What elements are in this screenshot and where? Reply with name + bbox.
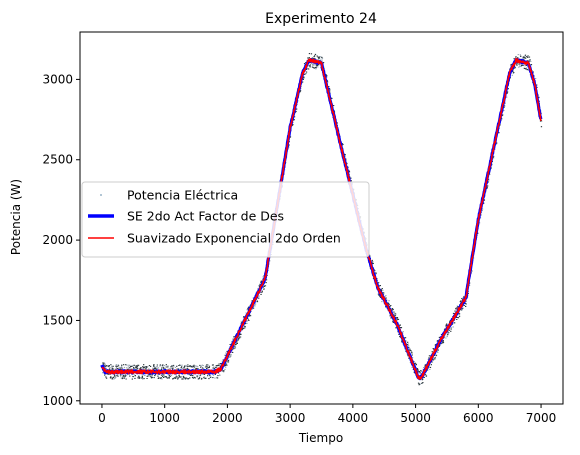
x-tick-label: 0 xyxy=(98,411,106,425)
x-tick-label: 3000 xyxy=(275,411,306,425)
legend-marker-scatter xyxy=(100,194,102,196)
x-axis-label: Tiempo xyxy=(298,431,343,445)
y-tick-label: 2500 xyxy=(42,153,73,167)
legend: Potencia Eléctrica SE 2do Act Factor de D… xyxy=(81,181,370,258)
legend-label: SE 2do Act Factor de Des xyxy=(127,209,284,224)
lines-layer xyxy=(100,57,543,381)
x-tick-label: 2000 xyxy=(212,411,243,425)
y-axis-label: Potencia (W) xyxy=(9,179,23,255)
y-tick-label: 1000 xyxy=(42,394,73,408)
x-tick-label: 6000 xyxy=(463,411,494,425)
legend-box xyxy=(81,181,370,258)
plot-frame xyxy=(79,31,564,405)
x-tick-label: 5000 xyxy=(400,411,431,425)
legend-label: Suavizado Exponencial 2do Orden xyxy=(127,231,341,246)
x-tick-label: 7000 xyxy=(526,411,557,425)
chart-title: Experimento 24 xyxy=(265,11,377,27)
y-axis: 1000 1500 2000 2500 3000 xyxy=(42,72,80,408)
series-line-2 xyxy=(101,57,542,380)
x-axis: 0 1000 2000 3000 4000 5000 6000 7000 xyxy=(98,404,556,425)
y-tick-label: 2000 xyxy=(42,233,73,247)
x-tick-label: 4000 xyxy=(338,411,369,425)
y-tick-label: 3000 xyxy=(42,72,73,86)
axes-frame xyxy=(79,31,564,405)
y-tick-label: 1500 xyxy=(42,313,73,327)
x-tick-label: 1000 xyxy=(149,411,180,425)
legend-label: Potencia Eléctrica xyxy=(127,188,238,203)
